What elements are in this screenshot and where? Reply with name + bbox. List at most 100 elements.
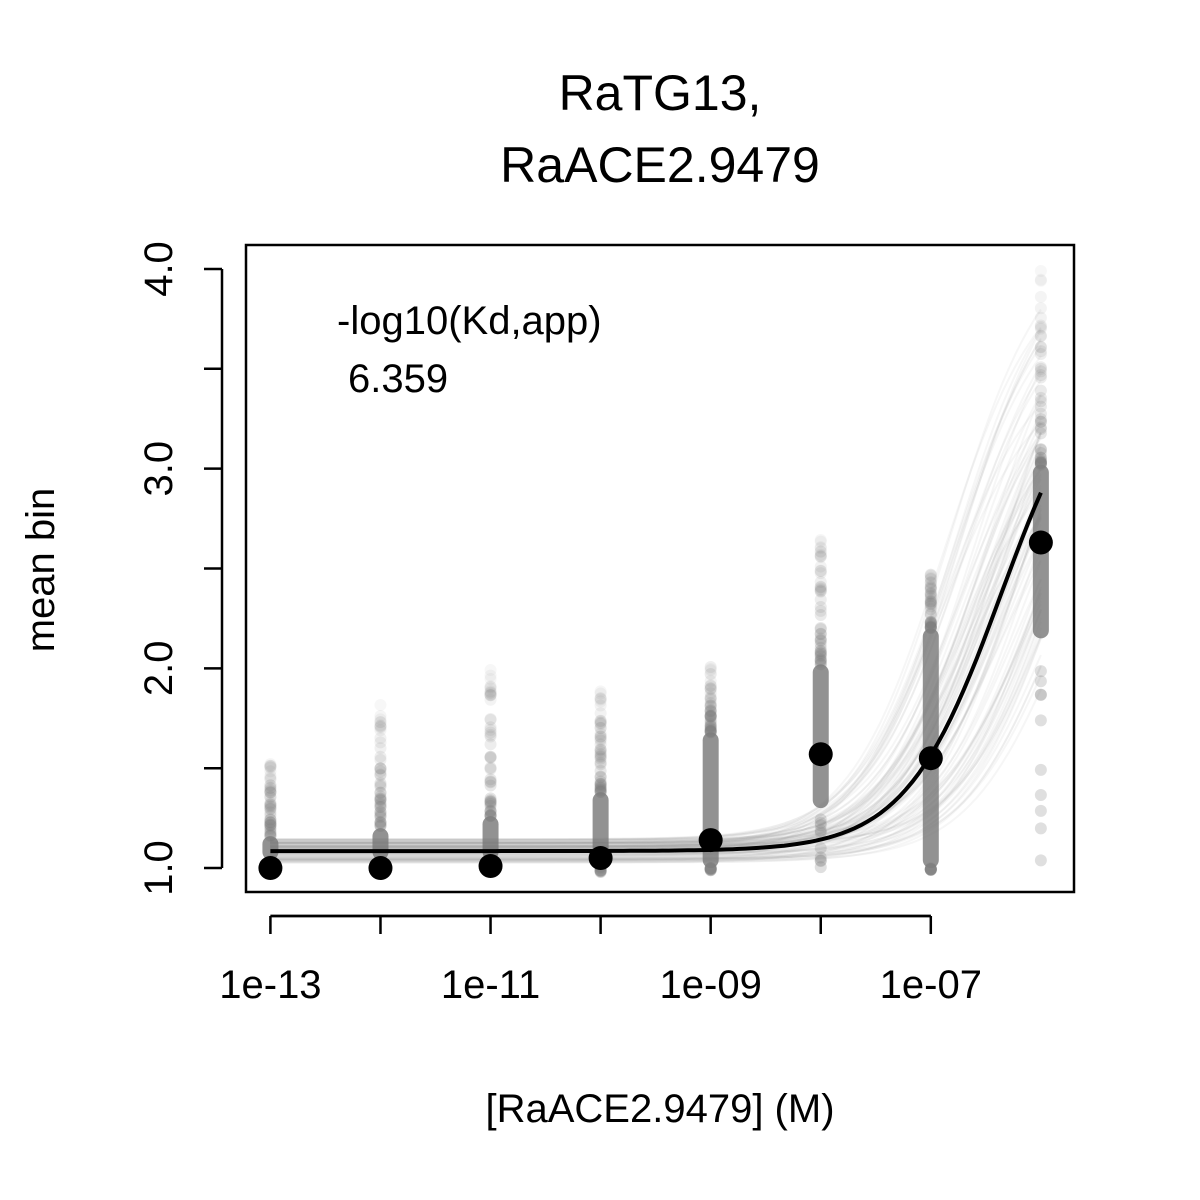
bootstrap-fit-curve — [270, 432, 1042, 845]
background-point — [374, 753, 387, 766]
bootstrap-fit-curve — [270, 373, 1042, 841]
background-point — [374, 816, 387, 829]
background-point — [264, 802, 277, 815]
background-point — [374, 816, 387, 829]
background-point — [1034, 415, 1047, 428]
background-point — [924, 576, 937, 589]
bootstrap-fit-curve — [270, 478, 1042, 857]
background-point — [924, 582, 937, 595]
background-point — [594, 777, 607, 790]
background-point — [924, 595, 937, 608]
bootstrap-fit-curve — [270, 513, 1042, 849]
background-point — [924, 577, 937, 590]
background-column — [812, 534, 829, 874]
background-point — [704, 714, 717, 727]
background-point — [264, 826, 277, 839]
bootstrap-fit-curve — [270, 637, 1042, 855]
bootstrap-fit-curve — [270, 345, 1042, 842]
background-point — [484, 763, 497, 776]
bootstrap-fit-curve — [270, 516, 1042, 844]
background-point — [264, 816, 277, 829]
background-point — [814, 654, 827, 667]
background-point — [814, 609, 827, 622]
background-point — [484, 680, 497, 693]
background-point — [484, 723, 497, 736]
bootstrap-fit-curve — [270, 437, 1042, 859]
background-point — [1034, 714, 1047, 727]
background-point — [1034, 456, 1047, 469]
background-point — [484, 798, 497, 811]
bootstrap-fit-curve — [270, 635, 1042, 862]
background-point — [704, 687, 717, 700]
background-point — [704, 863, 717, 876]
bootstrap-fit-curve — [270, 609, 1042, 855]
background-point — [374, 780, 387, 793]
background-point — [1034, 451, 1047, 464]
bootstrap-fit-curve — [270, 608, 1042, 848]
background-point — [594, 730, 607, 743]
background-point — [1034, 854, 1047, 867]
background-point — [1034, 311, 1047, 324]
background-point — [264, 758, 277, 771]
background-point — [264, 785, 277, 798]
background-point — [594, 730, 607, 743]
background-point — [264, 829, 277, 842]
background-point — [814, 826, 827, 839]
background-point — [814, 851, 827, 864]
background-point — [924, 619, 937, 632]
background-point — [704, 862, 717, 875]
background-point — [814, 585, 827, 598]
bootstrap-fit-curve — [270, 665, 1042, 860]
bootstrap-fit-curve — [270, 586, 1042, 864]
background-point — [704, 726, 717, 739]
background-point — [264, 784, 277, 797]
background-point — [594, 775, 607, 788]
background-point — [704, 663, 717, 676]
bootstrap-fit-curve — [270, 627, 1042, 845]
background-point — [594, 764, 607, 777]
chart-title-line-1: RaTG13, — [559, 65, 762, 121]
background-point — [814, 564, 827, 577]
background-point — [1034, 290, 1047, 303]
background-point — [704, 862, 717, 875]
bootstrap-fit-curve — [270, 504, 1042, 845]
bootstrap-fit-curve — [270, 473, 1042, 845]
background-point — [1034, 274, 1047, 287]
bootstrap-fit-curve — [270, 592, 1042, 862]
background-point — [374, 805, 387, 818]
background-point — [1034, 362, 1047, 375]
background-point — [704, 710, 717, 723]
background-point — [924, 568, 937, 581]
background-point — [374, 818, 387, 831]
data-point — [918, 746, 943, 771]
data-point — [258, 856, 283, 881]
background-point — [484, 728, 497, 741]
x-tick-label: 1e-13 — [219, 963, 321, 1007]
background-point — [704, 668, 717, 681]
background-point — [484, 712, 497, 725]
bootstrap-fit-curve — [270, 484, 1042, 843]
background-point — [594, 743, 607, 756]
background-point — [264, 759, 277, 772]
background-point — [814, 541, 827, 554]
bootstrap-fit-curve — [270, 403, 1042, 858]
background-point — [814, 645, 827, 658]
background-point — [814, 581, 827, 594]
background-point — [1034, 415, 1047, 428]
background-point — [374, 786, 387, 799]
background-point — [704, 862, 717, 875]
background-point — [484, 669, 497, 682]
background-point — [374, 790, 387, 803]
bootstrap-fit-curve — [270, 593, 1042, 847]
background-point — [264, 813, 277, 826]
background-point — [484, 750, 497, 763]
background-point — [704, 680, 717, 693]
background-point — [484, 685, 497, 698]
background-point — [814, 819, 827, 832]
bootstrap-fit-curve — [270, 537, 1042, 858]
background-point — [374, 720, 387, 733]
background-point — [814, 565, 827, 578]
data-point — [1028, 530, 1053, 555]
background-point — [1034, 302, 1047, 315]
